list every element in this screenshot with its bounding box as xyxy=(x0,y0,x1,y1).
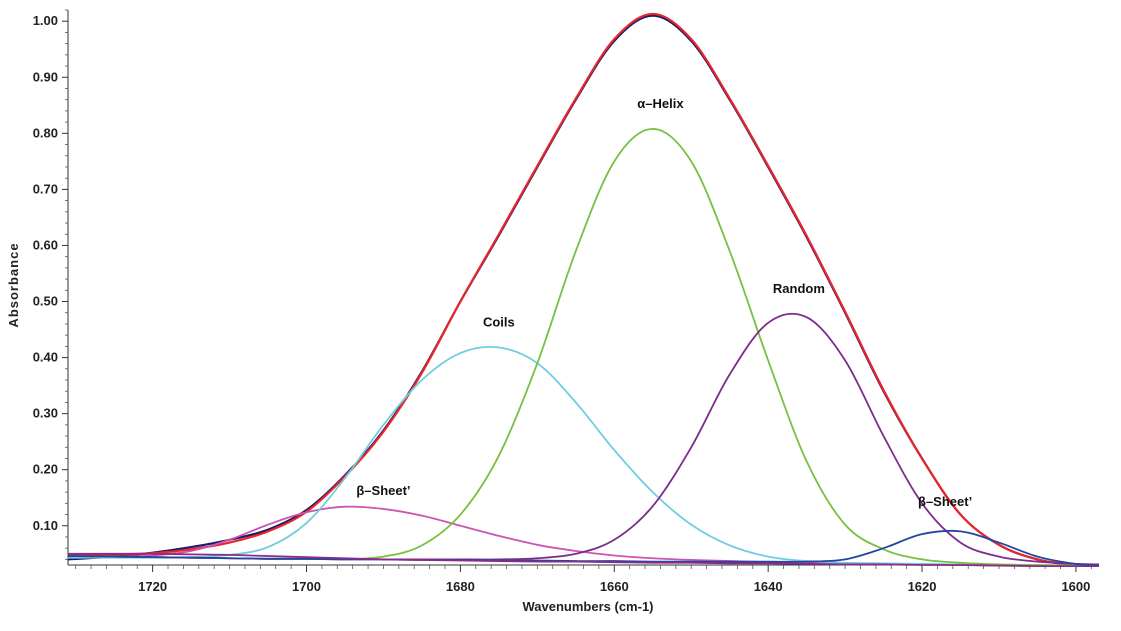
band-annotation: β–Sheet’ xyxy=(356,483,410,498)
x-tick-label: 1680 xyxy=(446,579,475,594)
baseline-line xyxy=(67,552,1099,568)
x-tick-label: 1640 xyxy=(754,579,783,594)
y-tick-label: 0.20 xyxy=(33,462,58,477)
spectrum-line xyxy=(67,14,1100,567)
y-tick-label: 0.10 xyxy=(33,518,58,533)
y-tick-label: 0.80 xyxy=(33,125,58,140)
y-tick-label: 0.40 xyxy=(33,350,58,365)
x-tick-label: 1700 xyxy=(292,579,321,594)
x-tick-label: 1720 xyxy=(138,579,167,594)
beta-sheet-high-band xyxy=(67,505,1100,568)
x-tick-label: 1620 xyxy=(908,579,937,594)
y-axis-title: Absorbance xyxy=(6,242,21,327)
x-tick-label: 1660 xyxy=(600,579,629,594)
y-tick-label: 0.70 xyxy=(33,181,58,196)
band-annotation: Coils xyxy=(483,315,515,330)
band-annotation: Random xyxy=(773,281,825,296)
band-annotation: α–Helix xyxy=(637,96,684,111)
x-axis-title: Wavenumbers (cm-1) xyxy=(523,599,654,614)
fit-sum-line xyxy=(67,12,1100,567)
random-band xyxy=(67,312,1100,566)
y-tick-label: 0.60 xyxy=(33,237,58,252)
y-tick-label: 0.90 xyxy=(33,69,58,84)
y-tick-label: 0.30 xyxy=(33,406,58,421)
x-tick-label: 1600 xyxy=(1061,579,1090,594)
y-tick-label: 0.50 xyxy=(33,294,58,309)
y-tick-label: 1.00 xyxy=(33,13,58,28)
coils-band xyxy=(67,345,1100,568)
beta-sheet-low-band xyxy=(67,529,1100,566)
band-annotation: β–Sheet’ xyxy=(918,494,972,509)
